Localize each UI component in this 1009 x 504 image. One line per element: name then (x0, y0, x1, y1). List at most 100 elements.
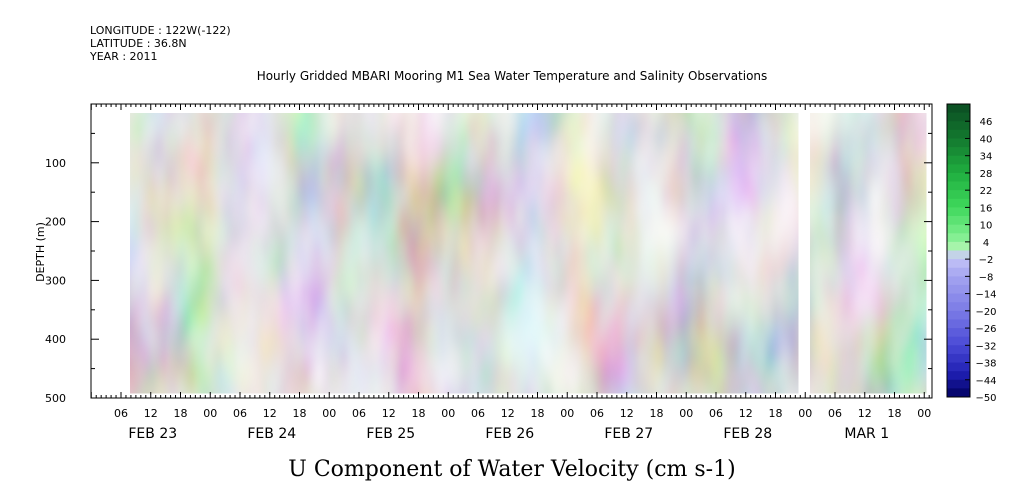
field-cell (246, 309, 251, 314)
field-cell (382, 365, 387, 370)
field-cell (402, 205, 407, 210)
field-cell (262, 281, 267, 286)
field-cell (246, 169, 251, 174)
field-cell (310, 125, 315, 130)
field-cell (162, 245, 167, 250)
field-cell (218, 241, 223, 246)
field-cell (242, 225, 247, 230)
field-cell (262, 321, 267, 326)
field-cell (342, 241, 347, 246)
field-cell (302, 365, 307, 370)
field-cell (170, 341, 175, 346)
field-cell (130, 245, 135, 250)
field-cell (166, 389, 171, 394)
field-cell (174, 141, 179, 146)
field-cell (314, 221, 319, 226)
field-cell (358, 309, 363, 314)
field-cell (282, 233, 287, 238)
field-cell (230, 249, 235, 254)
field-cell (146, 305, 151, 310)
field-cell (362, 221, 367, 226)
field-cell (382, 193, 387, 198)
field-cell (370, 157, 375, 162)
field-cell (146, 273, 151, 278)
field-cell (238, 289, 243, 294)
field-cell (238, 365, 243, 370)
field-cell (202, 253, 207, 258)
field-cell (178, 317, 183, 322)
field-cell (222, 113, 227, 118)
field-cell (354, 225, 359, 230)
field-cell (142, 161, 147, 166)
field-cell (218, 377, 223, 382)
field-cell (190, 381, 195, 386)
field-cell (246, 253, 251, 258)
field-cell (354, 253, 359, 258)
field-cell (226, 217, 231, 222)
field-cell (138, 133, 143, 138)
field-cell (146, 117, 151, 122)
field-cell (378, 201, 383, 206)
field-cell (386, 149, 391, 154)
field-cell (374, 169, 379, 174)
field-cell (362, 373, 367, 378)
field-cell (282, 305, 287, 310)
field-cell (226, 349, 231, 354)
field-cell (194, 273, 199, 278)
field-cell (214, 189, 219, 194)
field-cell (386, 257, 391, 262)
field-cell (190, 325, 195, 330)
field-cell (214, 257, 219, 262)
field-cell (186, 185, 191, 190)
field-cell (362, 341, 367, 346)
field-cell (398, 169, 403, 174)
field-cell (226, 361, 231, 366)
field-cell (290, 153, 295, 158)
field-cell (350, 149, 355, 154)
field-cell (198, 245, 203, 250)
field-cell (186, 245, 191, 250)
field-cell (282, 281, 287, 286)
field-cell (190, 369, 195, 374)
field-cell (310, 337, 315, 342)
field-cell (402, 193, 407, 198)
field-cell (158, 149, 163, 154)
field-cell (282, 277, 287, 282)
field-cell (218, 125, 223, 130)
field-cell (142, 365, 147, 370)
field-cell (230, 317, 235, 322)
field-cell (258, 265, 263, 270)
field-cell (402, 225, 407, 230)
field-cell (270, 145, 275, 150)
field-cell (294, 233, 299, 238)
field-cell (170, 229, 175, 234)
field-cell (218, 289, 223, 294)
field-cell (130, 241, 135, 246)
field-cell (250, 157, 255, 162)
field-cell (206, 181, 211, 186)
field-cell (134, 349, 139, 354)
field-cell (182, 217, 187, 222)
field-cell (386, 313, 391, 318)
field-cell (382, 233, 387, 238)
field-cell (270, 165, 275, 170)
field-cell (318, 337, 323, 342)
field-cell (286, 197, 291, 202)
field-cell (314, 193, 319, 198)
field-cell (198, 297, 203, 302)
field-cell (258, 213, 263, 218)
field-cell (386, 157, 391, 162)
field-cell (342, 349, 347, 354)
field-cell (326, 353, 331, 358)
field-cell (150, 317, 155, 322)
field-cell (258, 209, 263, 214)
field-cell (186, 173, 191, 178)
field-cell (370, 233, 375, 238)
field-cell (314, 153, 319, 158)
field-cell (382, 389, 387, 394)
field-cell (394, 157, 399, 162)
field-cell (306, 201, 311, 206)
field-cell (362, 245, 367, 250)
field-cell (182, 281, 187, 286)
field-cell (366, 173, 371, 178)
